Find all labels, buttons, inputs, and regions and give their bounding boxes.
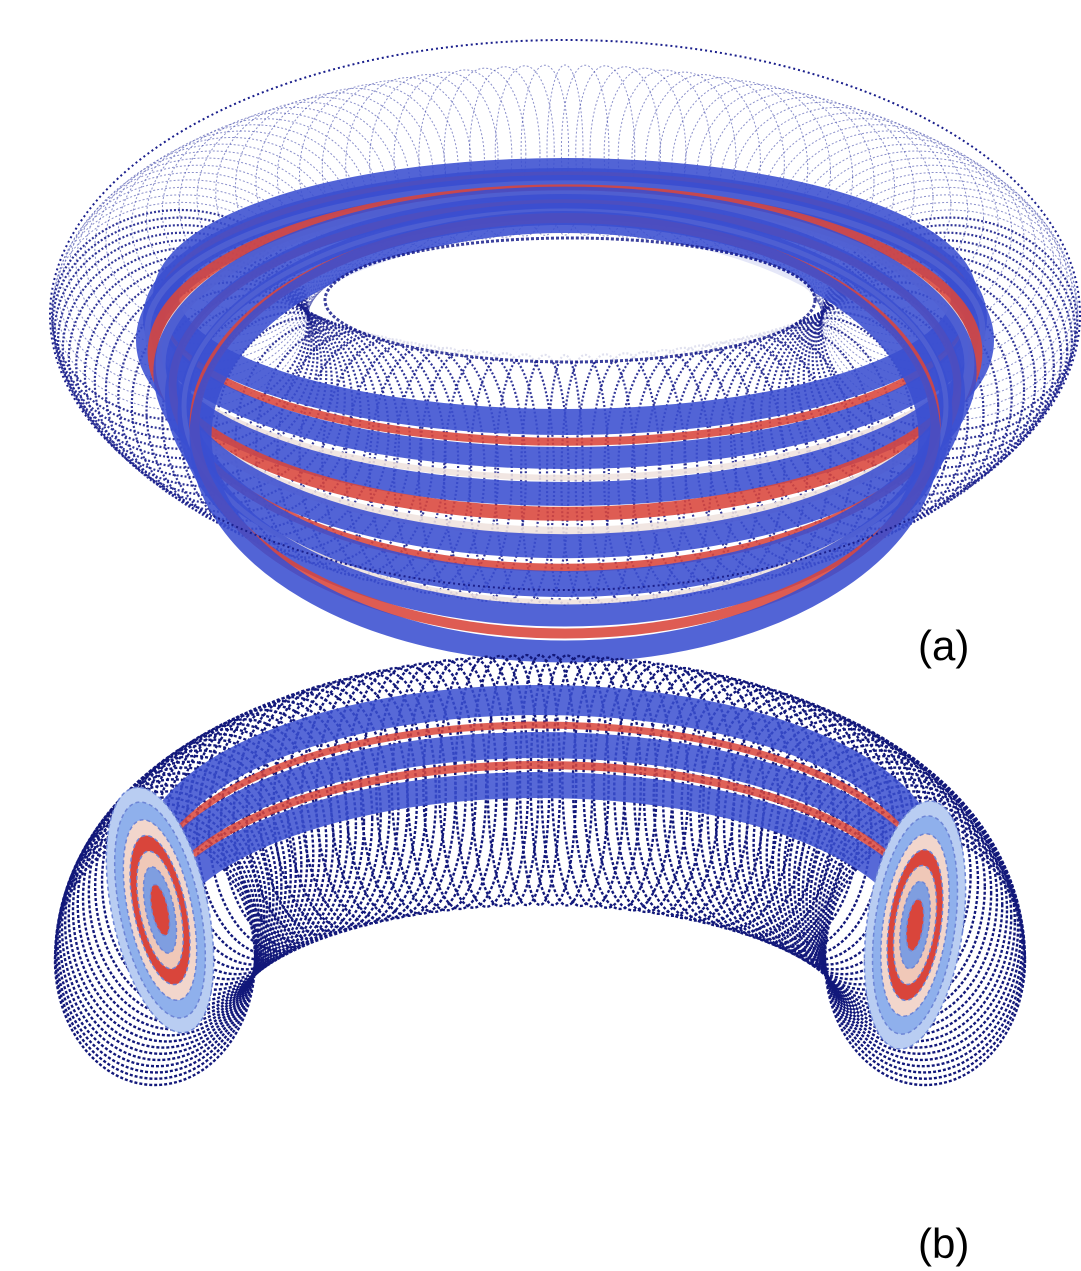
torus-hole xyxy=(325,238,815,362)
panel-label: (b) xyxy=(918,1220,969,1267)
figure: (a) (b) xyxy=(0,0,1081,1271)
panel-a-torus xyxy=(50,40,1080,652)
panel-label: (a) xyxy=(918,622,969,669)
panel-b-torus xyxy=(55,655,1025,1085)
